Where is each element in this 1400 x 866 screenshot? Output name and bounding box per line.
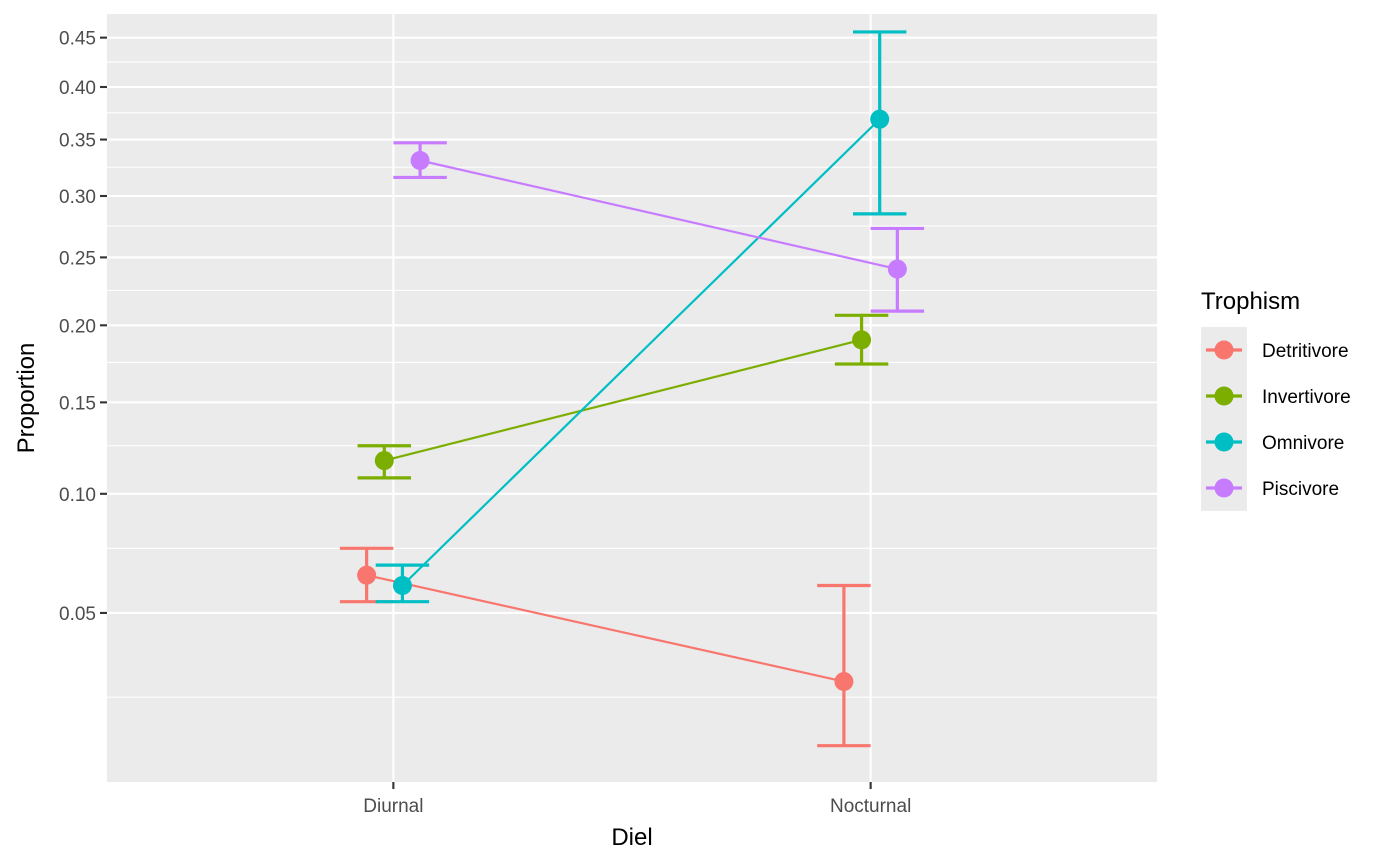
error-bar [817,583,871,748]
data-point [357,565,377,585]
legend-key-point [1214,478,1234,498]
legend-label: Piscivore [1262,479,1339,500]
data-point [392,575,412,595]
grid-major [107,14,1157,782]
legend-label: Omnivore [1262,433,1344,454]
data-point [887,259,907,279]
grid-minor [107,61,1157,698]
y-tick-label: 0.35 [59,131,96,152]
y-tick-label: 0.45 [59,29,96,50]
x-tick-label: Nocturnal [830,796,911,817]
y-tick-label: 0.10 [59,485,96,506]
data-point [374,451,394,471]
legend-label: Invertivore [1262,387,1351,408]
series-line [419,159,898,271]
series-line [384,338,862,462]
x-axis: Diurnal Nocturnal [363,782,911,817]
y-tick-label: 0.40 [59,78,96,99]
data-point [410,150,430,170]
data-point [870,109,890,129]
y-tick-label: 0.15 [59,393,96,414]
legend: Trophism Detritivore Invertivore Omnivore P… [1201,288,1351,511]
series-lines [366,118,898,683]
y-axis: 0.05 0.10 0.15 0.20 0.25 0.30 0.35 0.40 0.45 [59,29,107,625]
data-point [852,330,872,350]
y-tick-label: 0.05 [59,604,96,625]
x-axis-title: Diel [611,824,652,851]
legend-label: Detritivore [1262,341,1349,362]
legend-key-point [1214,386,1234,406]
legend-key-point [1214,432,1234,452]
data-point [834,672,854,692]
legend-title: Trophism [1201,288,1300,315]
y-tick-label: 0.25 [59,248,96,269]
series-line [401,118,881,587]
legend-key-point [1214,340,1234,360]
data-points [357,109,907,692]
y-axis-title: Proportion [13,343,40,454]
y-tick-label: 0.30 [59,187,96,208]
series-line [366,574,845,683]
x-tick-label: Diurnal [363,796,423,817]
y-tick-label: 0.20 [59,316,96,337]
